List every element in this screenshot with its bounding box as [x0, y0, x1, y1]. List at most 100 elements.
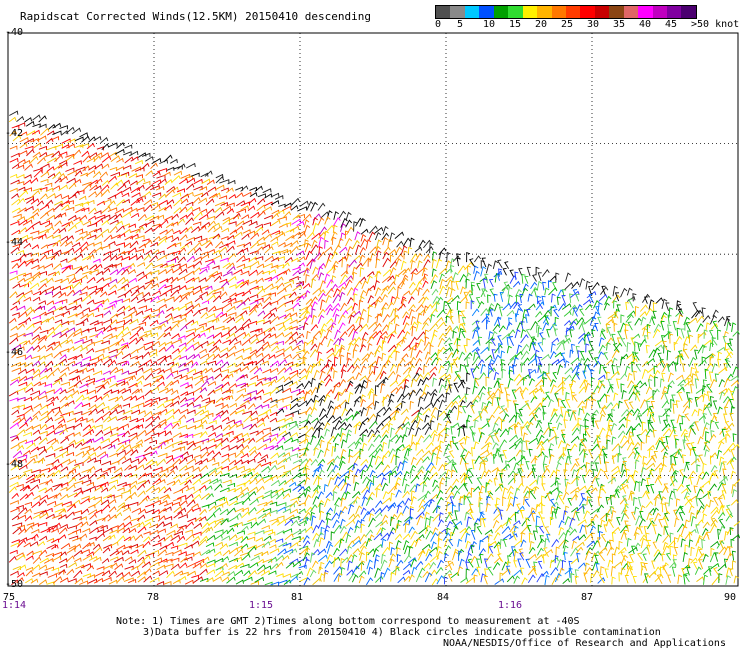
wind-barb [312, 548, 320, 556]
wind-barb [102, 410, 112, 418]
wind-barb [255, 436, 265, 443]
wind-barb [698, 414, 707, 421]
wind-barb [539, 332, 544, 340]
wind-barb [229, 214, 239, 221]
wind-barb [572, 306, 578, 316]
wind-barb [92, 258, 101, 263]
wind-barb [44, 487, 53, 494]
wind-barb [24, 117, 33, 123]
wind-barb [284, 331, 293, 338]
wind-barb [178, 268, 188, 275]
wind-barb [22, 219, 33, 226]
wind-barb [484, 354, 493, 361]
wind-barb [229, 369, 238, 374]
wind-barb [233, 367, 242, 373]
wind-barb [512, 496, 519, 507]
wind-barb [267, 531, 276, 536]
wind-barb [627, 372, 633, 382]
wind-barb [297, 447, 308, 452]
wind-barb [375, 443, 383, 451]
wind-barb [289, 515, 300, 520]
wind-barb [54, 377, 63, 383]
wind-barb [569, 349, 574, 358]
wind-barb [567, 497, 572, 506]
wind-barb [366, 275, 373, 284]
wind-barb [102, 358, 113, 366]
wind-barb [247, 382, 256, 387]
wind-barb [290, 432, 299, 438]
wind-barb [673, 536, 678, 548]
wind-barb [24, 381, 34, 390]
wind-barb [443, 462, 449, 471]
wind-barb [261, 344, 271, 352]
wind-barb [142, 291, 151, 298]
wind-barb [193, 344, 203, 351]
wind-barb [135, 355, 144, 360]
wind-barb [199, 186, 208, 191]
wind-barb [101, 346, 110, 351]
wind-barb [721, 428, 726, 437]
wind-barb [524, 400, 531, 410]
wind-barb [409, 508, 414, 519]
wind-barb [220, 403, 229, 410]
wind-barb [94, 486, 103, 492]
wind-barb [362, 476, 370, 484]
wind-barb [110, 234, 121, 240]
wind-barb [544, 315, 549, 325]
wind-barb [305, 370, 313, 380]
wind-barb [177, 163, 186, 170]
wind-barb [407, 447, 413, 457]
wind-barb [10, 220, 20, 226]
wind-barb [81, 207, 90, 212]
wind-barb [540, 448, 545, 457]
wind-barb [143, 204, 153, 212]
wind-barb [449, 496, 454, 506]
wind-barb [626, 310, 636, 318]
wind-barb [466, 419, 471, 429]
wind-barb [82, 232, 92, 239]
wind-barb [653, 548, 661, 557]
wind-barb [291, 464, 301, 471]
wind-barb [40, 528, 51, 534]
wind-barb [678, 350, 684, 361]
wind-barb [571, 427, 580, 436]
wind-barb [677, 534, 683, 543]
wind-barb [45, 389, 55, 394]
wind-barb [159, 159, 168, 165]
wind-barb [596, 441, 602, 451]
wind-barb [445, 286, 452, 297]
wind-barb [31, 334, 41, 340]
wind-barb [54, 410, 63, 417]
wind-barb [124, 556, 133, 562]
wind-barb [702, 379, 707, 389]
wind-barb [478, 411, 483, 421]
wind-barb [17, 227, 28, 235]
wind-barb [130, 522, 141, 529]
wind-barb [670, 464, 676, 472]
wind-barb [662, 407, 672, 417]
wind-barb [435, 456, 441, 466]
wind-barb [33, 459, 44, 464]
wind-barb [513, 373, 522, 382]
wind-barb [169, 323, 179, 331]
wind-barb [379, 330, 388, 338]
wind-barb [36, 265, 45, 270]
wind-barb [646, 512, 653, 521]
wind-barb [352, 239, 360, 250]
wind-barb [110, 171, 121, 177]
wind-barb [52, 270, 61, 277]
wind-barb [53, 203, 63, 211]
wind-barb [61, 310, 71, 316]
wind-barb [430, 446, 439, 456]
wind-barb [325, 512, 331, 521]
wind-barb [109, 452, 118, 458]
wind-barb [198, 484, 207, 491]
wind-barb [32, 314, 41, 320]
wind-barb [486, 495, 491, 506]
wind-barb [494, 416, 502, 425]
wind-barb [151, 249, 160, 255]
wind-barb [185, 201, 194, 206]
wind-barb [549, 469, 557, 479]
wind-barb [143, 382, 152, 387]
wind-barb [297, 256, 306, 263]
